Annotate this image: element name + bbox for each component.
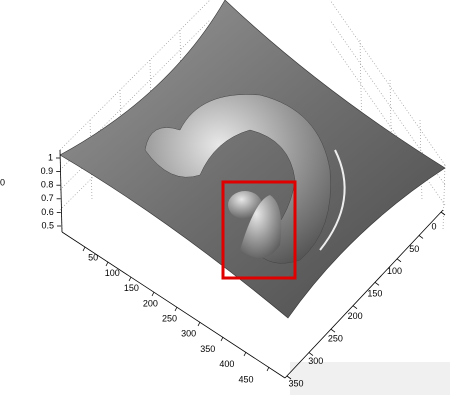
- z-axis: [59, 149, 63, 233]
- x-tick: [174, 306, 178, 312]
- x-tick: [197, 321, 201, 327]
- x-tick: [82, 246, 86, 252]
- surface-bump: [240, 195, 282, 258]
- x-tick-label: 400: [219, 359, 234, 369]
- x-tick: [266, 366, 270, 372]
- y-tick-label: 250: [328, 334, 343, 344]
- y-tick-label: 0: [431, 221, 436, 231]
- x-tick-label: 250: [162, 313, 177, 323]
- z-tick-label: 0.5: [41, 220, 54, 230]
- x-tick-label: 100: [105, 268, 120, 278]
- y-tick-label: 150: [367, 289, 382, 299]
- z-tick-label: 0.9: [41, 166, 54, 176]
- z-tick-label: 0.7: [41, 193, 54, 203]
- highlight-box: [221, 180, 297, 280]
- x-tick: [243, 351, 247, 357]
- z-tick-label: 0.6: [41, 207, 54, 217]
- y-tick: [418, 235, 424, 239]
- x-tick-label: 200: [143, 298, 158, 308]
- y-tick: [374, 281, 380, 286]
- y-axis: [284, 209, 444, 379]
- x-tick: [128, 276, 132, 282]
- y-tick-label: 50: [409, 244, 419, 254]
- x-tick: [151, 291, 155, 297]
- surface-ridge: [144, 94, 331, 264]
- z-tick-label: 0.8: [41, 180, 54, 190]
- x-tick-label: 150: [124, 283, 139, 293]
- surface-highlight: [319, 149, 346, 251]
- y-tick-label: 200: [348, 311, 363, 321]
- x-tick: [220, 336, 224, 342]
- y-tick: [440, 211, 446, 216]
- edge-label: 0: [0, 177, 5, 187]
- y-tick: [352, 305, 358, 310]
- x-tick-label: 50: [88, 253, 98, 263]
- x-tick: [105, 261, 109, 267]
- surface: [59, 0, 446, 319]
- x-tick-label: 350: [200, 344, 215, 354]
- y-tick-label: 300: [308, 356, 323, 366]
- surface-bump: [228, 191, 262, 219]
- x-tick-label: 450: [238, 374, 253, 384]
- z-tick-label: 1: [48, 152, 53, 162]
- y-tick: [308, 352, 314, 356]
- y-tick-label: 100: [387, 266, 402, 276]
- y-tick-label: 350: [288, 378, 303, 388]
- x-axis: [61, 231, 286, 379]
- y-tick: [286, 375, 292, 380]
- y-tick: [396, 258, 402, 263]
- y-tick: [330, 328, 336, 333]
- status-bar: [290, 362, 450, 395]
- x-tick-label: 300: [181, 329, 196, 339]
